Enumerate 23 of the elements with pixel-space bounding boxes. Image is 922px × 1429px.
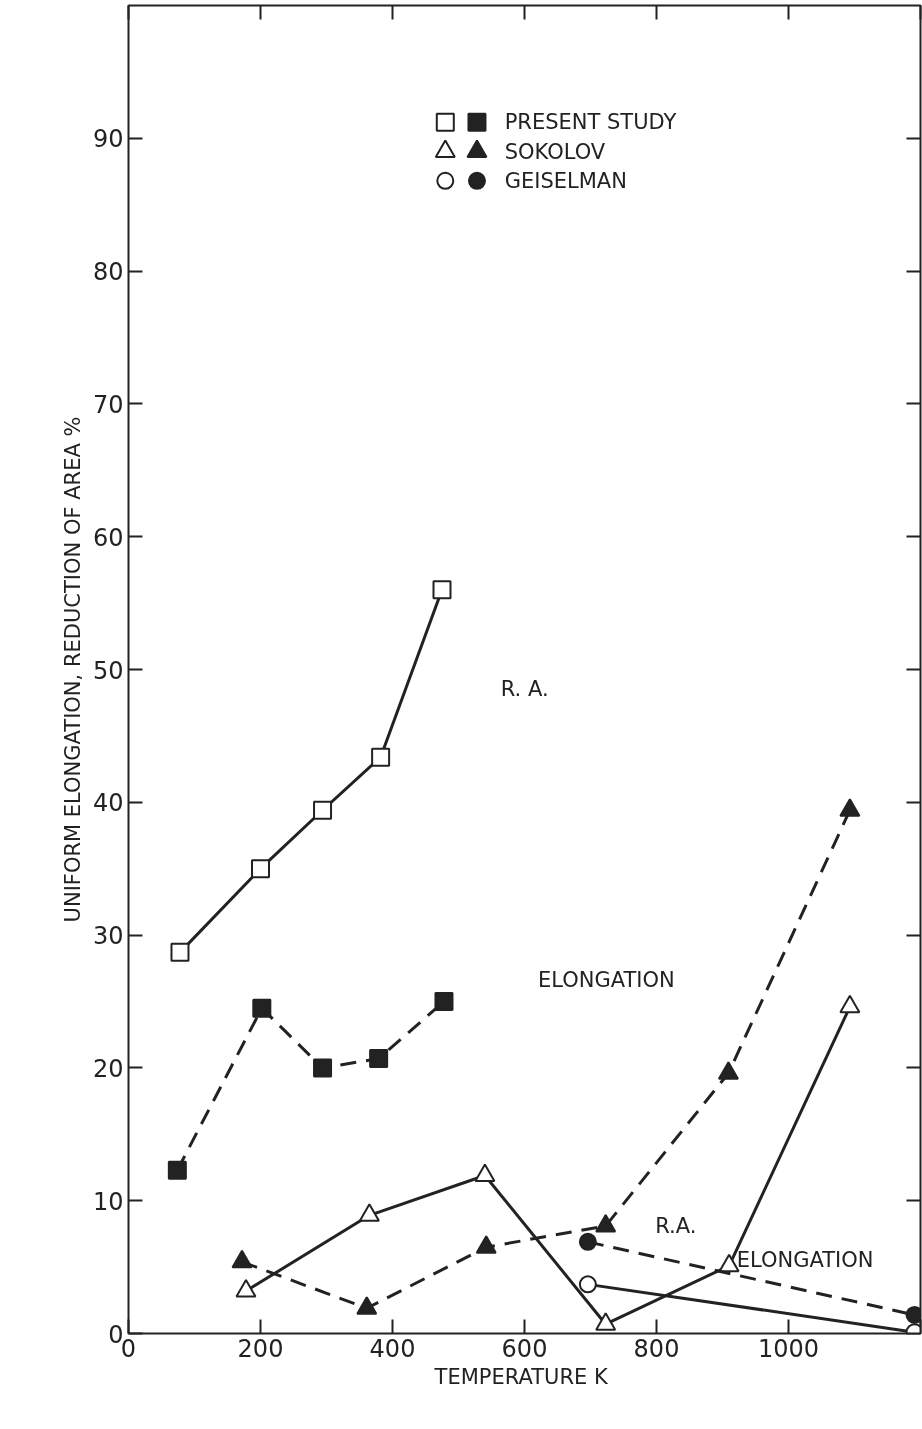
x-axis-title: TEMPERATURE K	[433, 1364, 609, 1389]
y-tick-label: 70	[92, 390, 124, 419]
y-tick-label: 40	[92, 789, 124, 818]
legend-label: GEISELMAN	[504, 168, 627, 193]
x-tick-label: 200	[237, 1334, 284, 1363]
x-tick-label: 1000	[757, 1334, 820, 1363]
annotation: R. A.	[500, 677, 549, 702]
y-tick-label: 90	[92, 125, 124, 154]
y-tick-label: 60	[92, 523, 124, 552]
legend-label: PRESENT STUDY	[504, 110, 677, 135]
x-tick-label: 400	[369, 1334, 416, 1363]
annotation: ELONGATION	[537, 968, 675, 993]
x-tick-label: 800	[633, 1334, 680, 1363]
y-axis-title: UNIFORM ELONGATION, REDUCTION OF AREA %	[60, 416, 85, 923]
annotation: ELONGATION	[736, 1248, 874, 1273]
annotation: R.A.	[655, 1213, 697, 1238]
x-tick-label: 600	[501, 1334, 548, 1363]
y-tick-label: 80	[92, 258, 124, 287]
y-tick-label: 10	[92, 1187, 124, 1216]
y-tick-label: 30	[92, 922, 124, 951]
y-tick-label: 50	[92, 656, 124, 685]
legend-label: SOKOLOV	[504, 139, 606, 164]
y-tick-label: 20	[92, 1054, 124, 1083]
